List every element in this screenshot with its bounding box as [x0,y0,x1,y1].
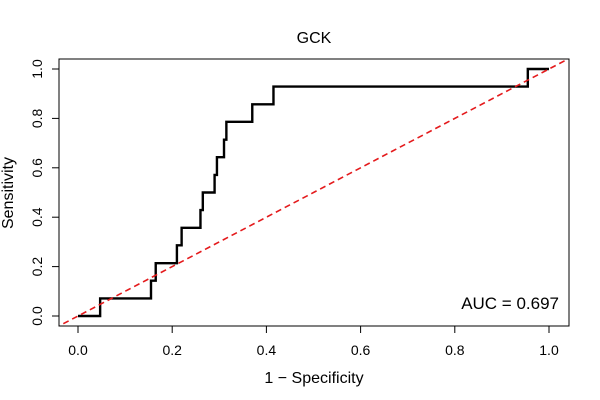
roc-curve-line [78,67,549,318]
x-axis-label: 1 − Specificity [264,370,363,387]
y-axis: 0.0 0.2 0.4 0.6 0.8 1.0 [29,59,60,326]
x-tick-label: 0.6 [351,342,371,358]
y-tick-label: 0.6 [29,158,45,178]
reference-diagonal-line [59,59,569,326]
x-tick-label: 0.8 [445,342,465,358]
x-tick-label: 0.0 [68,342,88,358]
y-tick-label: 0.0 [29,306,45,326]
chart-title: GCK [297,30,332,47]
y-axis-label: Sensitivity [0,157,17,229]
x-tick-label: 0.4 [257,342,277,358]
y-tick-label: 1.0 [29,59,45,79]
x-tick-label: 1.0 [539,342,559,358]
x-tick-label: 0.2 [162,342,182,358]
y-tick-label: 0.2 [29,257,45,277]
y-tick-label: 0.8 [29,108,45,128]
series-group [59,59,569,326]
y-tick-label: 0.4 [29,207,45,227]
x-axis: 0.0 0.2 0.4 0.6 0.8 1.0 [68,325,559,358]
auc-annotation: AUC = 0.697 [461,294,559,313]
plot-area [59,59,569,326]
